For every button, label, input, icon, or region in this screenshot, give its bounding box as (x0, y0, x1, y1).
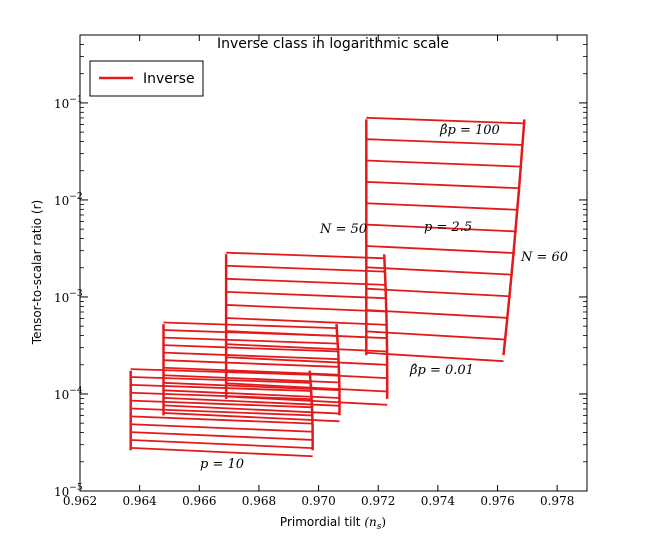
legend: Inverse (89, 60, 204, 97)
x-tick-label: 0.964 (122, 494, 157, 508)
series-beta-line (130, 439, 313, 449)
series-beta-line (130, 383, 312, 392)
series-beta-line (130, 407, 314, 417)
series-beta-line (163, 404, 340, 415)
series-beta-line (366, 116, 525, 125)
series-beta-line (130, 446, 313, 458)
series-beta-line (163, 374, 341, 384)
series-beta-line (163, 381, 341, 392)
annotation-beta-0-01: β̂p = 0.01 (409, 363, 474, 378)
series-right-edge (308, 370, 314, 451)
y-tick-label: 10−5 (54, 483, 83, 499)
series-beta-line (366, 159, 522, 168)
series-beta-line (226, 317, 388, 326)
series-beta-line (163, 344, 339, 353)
series-beta-line (163, 351, 340, 361)
x-tick-label: 0.968 (242, 494, 276, 508)
series-beta-line (130, 376, 311, 384)
series-beta-line (163, 389, 341, 399)
axis-ticks: 0.962 0.964 0.966 0.968 0.970 0.972 0.974 0.976… (54, 34, 587, 508)
series-beta-line (163, 359, 340, 368)
y-tick-label: 10−4 (54, 386, 83, 402)
x-tick-label: 0.966 (182, 494, 216, 508)
annotation-beta-100: β̂p = 100 (439, 123, 500, 138)
x-tick-label: 0.970 (301, 494, 335, 508)
y-axis-label: Tensor-to-scalar ratio (r) (30, 200, 44, 345)
series-beta-line (130, 431, 314, 441)
x-tick-label: 0.978 (540, 494, 574, 508)
series-beta-line (226, 251, 385, 260)
y-tick-label: 10−2 (54, 192, 83, 208)
series-beta-line (130, 399, 313, 409)
series-beta-line (226, 395, 388, 406)
annotation-n-50: N = 50 (319, 222, 367, 237)
x-tick-label: 0.962 (63, 494, 97, 508)
series-beta-line (130, 391, 313, 401)
series-beta-line (366, 309, 509, 319)
series-beta-line (130, 415, 314, 425)
series-beta-line (366, 202, 519, 211)
series-grid (162, 321, 341, 423)
series-grid (365, 116, 526, 363)
series-beta-line (163, 336, 339, 345)
series-beta-line (226, 290, 387, 300)
y-tick-label: 10−1 (54, 95, 83, 111)
series-beta-line (226, 330, 388, 340)
series-beta-line (226, 356, 388, 366)
series-beta-line (226, 304, 388, 313)
annotations: p = 10 p = 2.5 N = 50 N = 60 β̂p = 100 β… (200, 123, 568, 472)
series-beta-line (226, 369, 388, 380)
series-beta-line (226, 382, 388, 393)
series-beta-line (366, 223, 517, 233)
series-beta-line (366, 351, 504, 363)
plot-marks (129, 116, 526, 458)
series-beta-line (226, 343, 388, 353)
y-tick-label: 10−3 (54, 289, 83, 305)
series-beta-line (366, 245, 516, 254)
series-grid (224, 251, 389, 406)
x-tick-label: 0.972 (361, 494, 395, 508)
series-right-edge (502, 119, 526, 356)
x-axis-label: Primordial tilt (ns) (280, 515, 386, 532)
series-beta-line (366, 138, 524, 146)
series-beta-line (130, 423, 314, 433)
annotation-p-10: p = 10 (200, 457, 244, 472)
series-beta-line (366, 287, 511, 298)
series-beta-line (163, 321, 337, 330)
series-grid (129, 368, 314, 458)
series-beta-line (163, 412, 340, 423)
x-tick-label: 0.974 (421, 494, 456, 508)
series-beta-line (366, 266, 513, 276)
legend-label-inverse: Inverse (143, 71, 195, 87)
series-beta-line (226, 277, 386, 286)
series-beta-line (226, 264, 386, 273)
annotation-p-2-5: p = 2.5 (424, 220, 472, 235)
chart-title: Inverse class in logarithmic scale (217, 36, 449, 52)
series-beta-line (366, 330, 507, 341)
series-beta-line (366, 180, 521, 190)
plot-frame (79, 34, 588, 492)
series-beta-line (163, 396, 341, 407)
annotation-n-60: N = 60 (520, 250, 568, 265)
x-tick-label: 0.976 (480, 494, 514, 508)
